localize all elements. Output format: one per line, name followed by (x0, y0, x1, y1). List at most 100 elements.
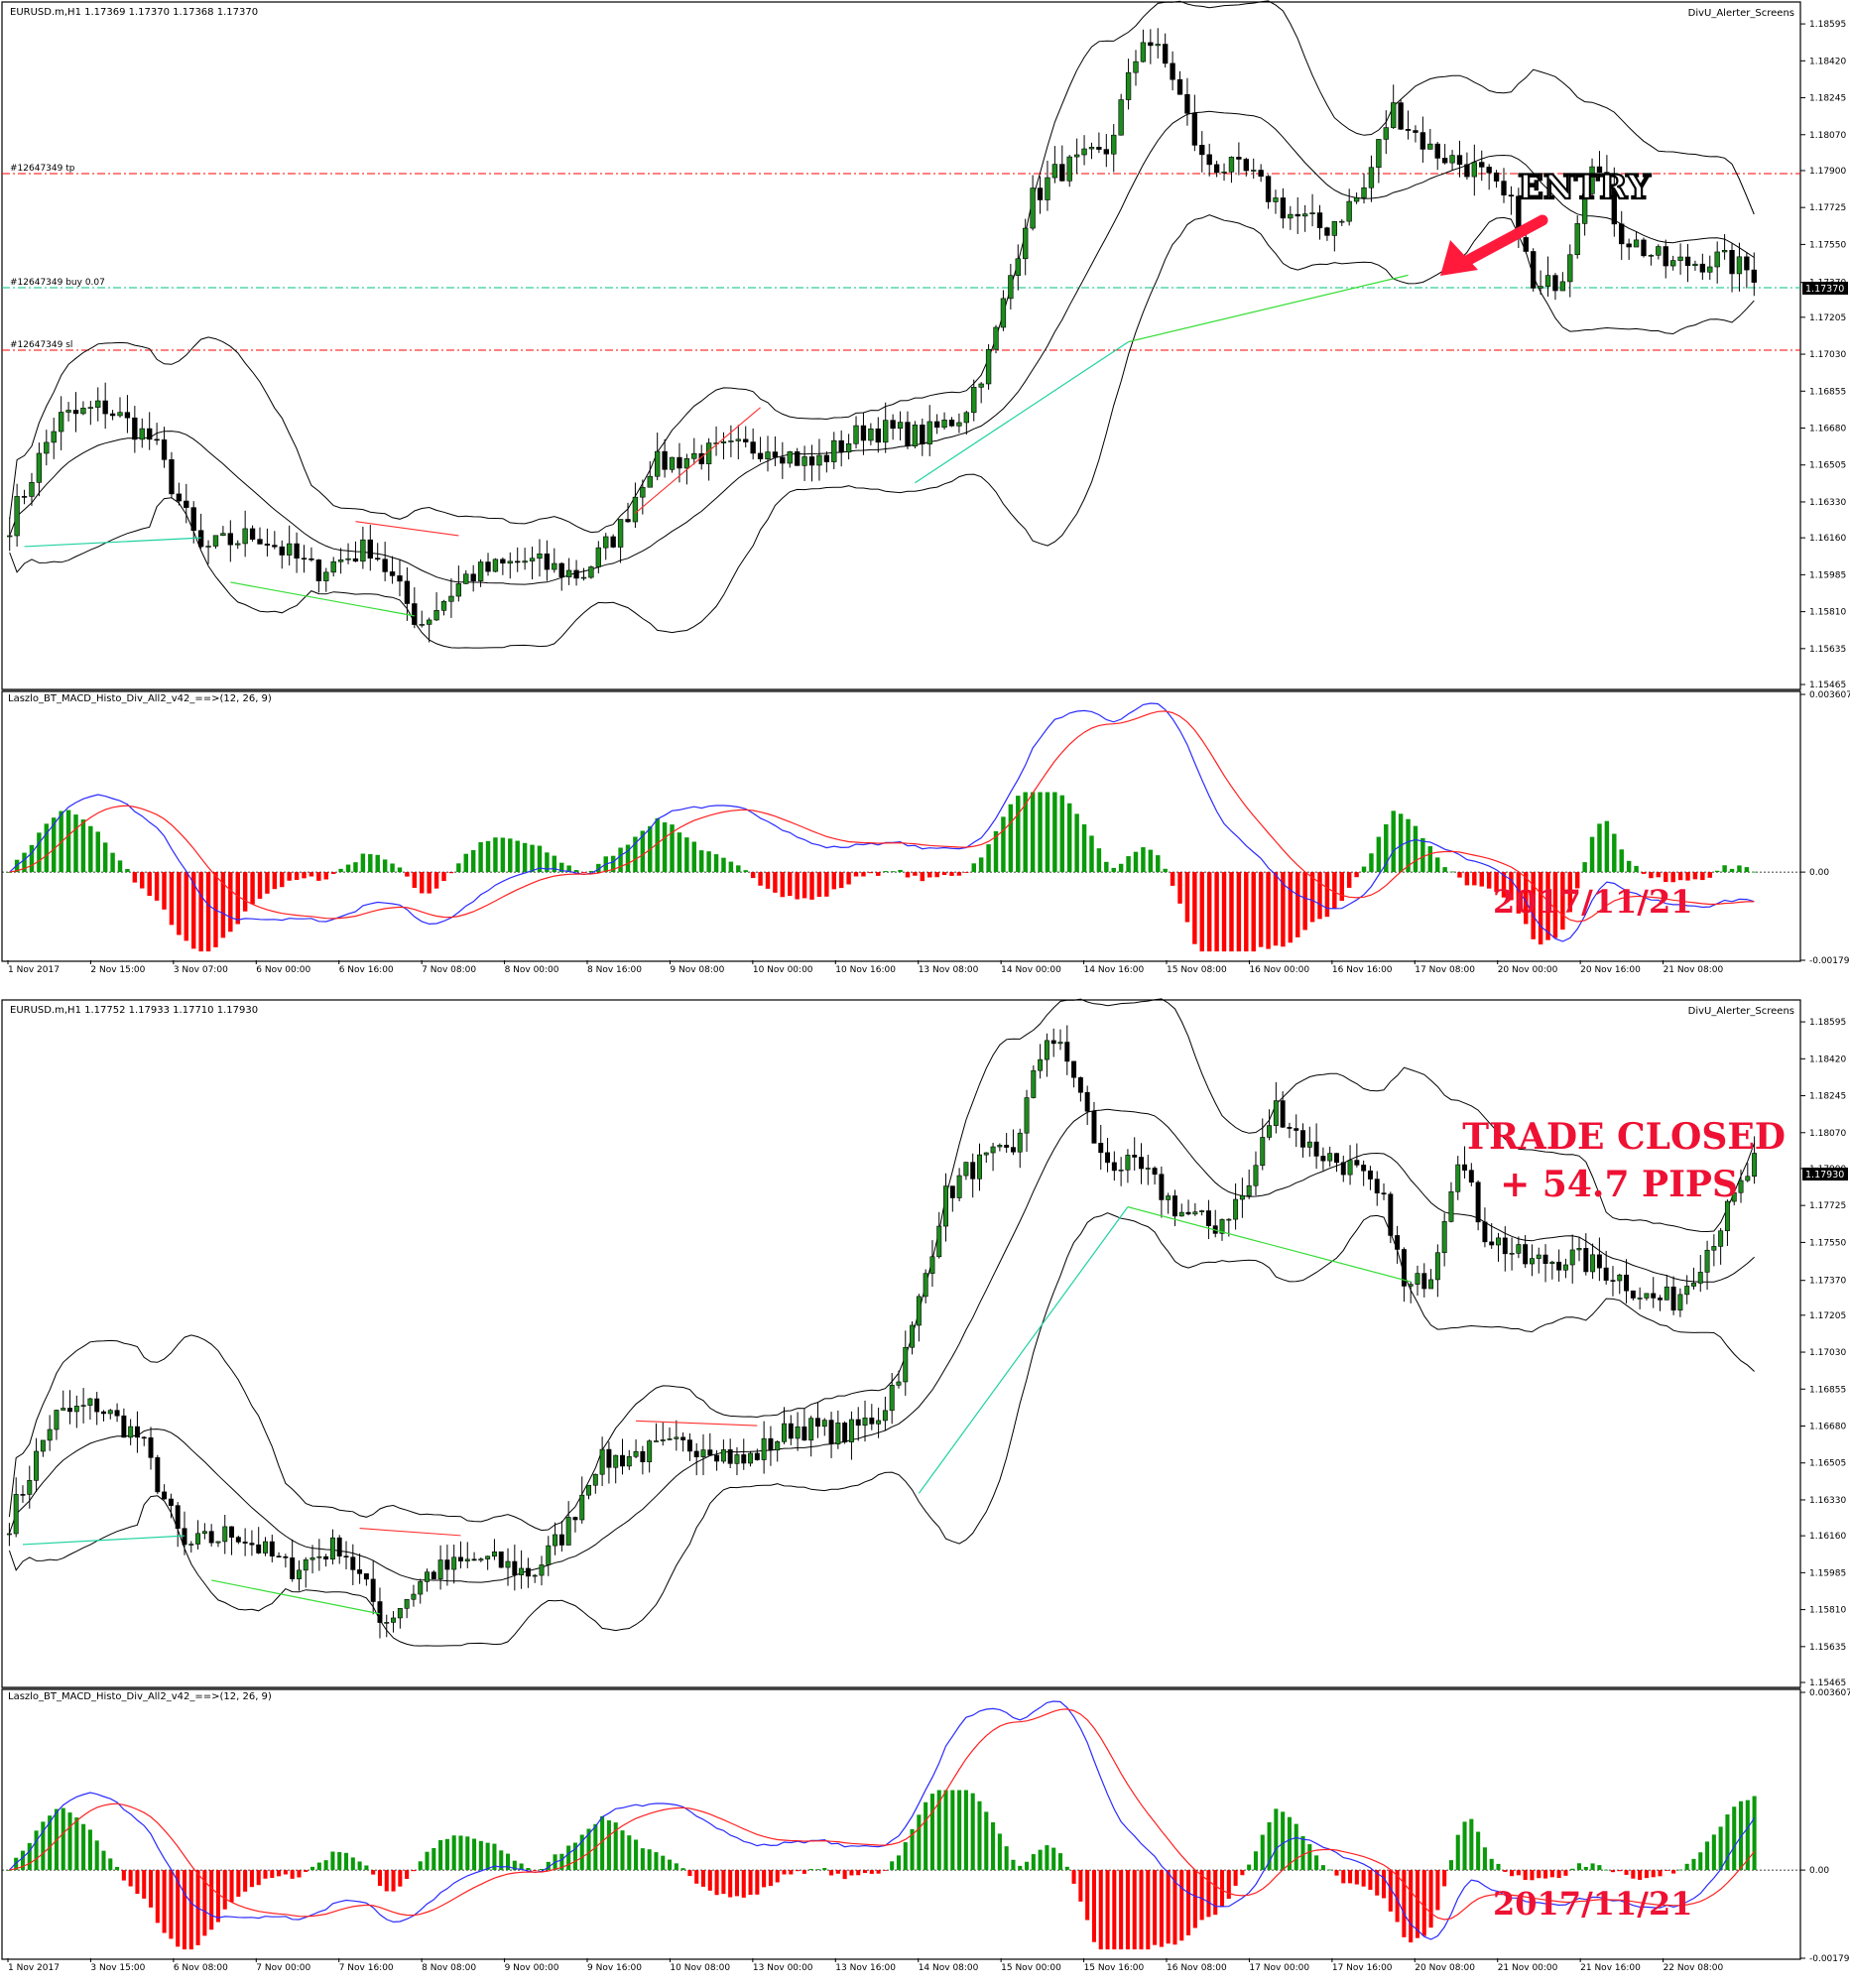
macd-histogram-bar (559, 1853, 564, 1871)
macd-histogram-bar (934, 872, 939, 878)
candle-body (1516, 1244, 1522, 1254)
indicator-title: Laszlo_BT_MACD_Histo_Div_All2_v42_==>(12… (8, 693, 272, 704)
candle-body (1300, 1130, 1305, 1148)
current-price-text: 1.17930 (1805, 1170, 1844, 1180)
macd-histogram-bar (357, 1861, 362, 1871)
price-tick-label: 1.18420 (1809, 1055, 1846, 1064)
macd-histogram-bar (736, 865, 741, 873)
macd-histogram-bar (1334, 1870, 1339, 1876)
candle-body (1663, 246, 1668, 267)
macd-histogram-bar (1567, 872, 1573, 913)
price-tick-label: 1.18070 (1809, 131, 1846, 141)
candle-body (735, 438, 741, 441)
candle-body (1098, 1143, 1104, 1154)
macd-histogram-bar (182, 1870, 187, 1950)
macd-histogram-bar (1698, 1852, 1703, 1871)
candle-body (1088, 147, 1095, 150)
macd-histogram-bar (243, 1870, 248, 1892)
candle-body (229, 1526, 235, 1538)
candle-body (529, 558, 536, 561)
macd-histogram-bar (795, 872, 800, 900)
candle-body (662, 450, 668, 470)
macd-histogram-bar (1125, 1870, 1130, 1950)
sl-label: #12647349 sl (10, 340, 72, 350)
macd-histogram-bar (1170, 872, 1175, 886)
macd-histogram-bar (1192, 1870, 1197, 1928)
candle-body (802, 1426, 807, 1441)
macd-histogram-bar (1375, 1870, 1380, 1896)
macd-histogram-bar (330, 872, 336, 874)
macd-histogram-bar (176, 1870, 181, 1947)
macd-histogram-bar (316, 1862, 321, 1871)
candle-body (1353, 196, 1360, 202)
candle-body (910, 1324, 916, 1348)
time-tick-label: 8 Nov 00:00 (505, 965, 559, 975)
macd-histogram-bar (1327, 1869, 1332, 1871)
candle-body (734, 1454, 740, 1464)
candle-body (1125, 71, 1132, 100)
candle-body (1340, 1162, 1346, 1176)
macd-histogram-bar (1251, 872, 1256, 952)
candle-body (862, 1418, 868, 1427)
candle-body (1456, 155, 1463, 166)
candle-body (1017, 1132, 1023, 1153)
macd-histogram-bar (448, 872, 454, 874)
candle-body (329, 1537, 335, 1560)
candle-body (1199, 145, 1205, 156)
macd-histogram-bar (750, 872, 756, 879)
candle-body (750, 441, 756, 454)
candle-body (1501, 181, 1507, 195)
macd-histogram-bar (1341, 1870, 1346, 1884)
time-tick-label: 14 Nov 00:00 (1001, 965, 1061, 975)
bear-divergence (635, 407, 761, 514)
candle-body (27, 1480, 33, 1495)
candle-body (768, 1437, 774, 1451)
candle-body (896, 1381, 902, 1386)
candle-body (350, 1556, 356, 1570)
macd-histogram-bar (519, 1863, 524, 1871)
macd-histogram-bar (883, 1870, 888, 1871)
candle-body (418, 1581, 424, 1595)
macd-histogram-bar (853, 872, 859, 877)
candle-body (1178, 1211, 1184, 1217)
macd-histogram-bar (418, 1861, 423, 1871)
macd-histogram-bar (802, 1870, 806, 1874)
time-tick-label: 16 Nov 00:00 (1249, 965, 1309, 975)
candle-body (1699, 263, 1706, 273)
candle-body (743, 438, 749, 442)
candle-body (1464, 164, 1470, 178)
macd-histogram-bar (1729, 868, 1735, 873)
candle-body (425, 1571, 430, 1582)
candle-body (1367, 1170, 1373, 1180)
price-tick-label: 1.15810 (1809, 608, 1846, 618)
macd-histogram-bar (829, 1870, 834, 1876)
candle-body (1199, 1210, 1205, 1212)
macd-histogram-bar (1267, 1821, 1272, 1871)
macd-histogram-bar (1597, 1865, 1602, 1871)
macd-histogram-bar (1583, 1866, 1588, 1871)
macd-histogram-bar (1085, 1870, 1090, 1921)
candle-body (458, 1556, 463, 1562)
candle-body (1267, 1125, 1273, 1138)
candle-body (1331, 221, 1338, 236)
candle-body (1729, 250, 1735, 275)
macd-histogram-bar (390, 863, 395, 873)
candle-body (227, 533, 233, 546)
candle-body (1288, 213, 1294, 219)
macd-histogram-bar (140, 872, 145, 889)
macd-histogram-bar (1320, 1865, 1325, 1871)
candle-body (1228, 157, 1235, 173)
macd-histogram-bar (142, 1870, 147, 1899)
macd-histogram-bar (773, 872, 778, 893)
candle-body (101, 1411, 106, 1415)
macd-histogram-bar (73, 814, 78, 873)
candle-body (1320, 1156, 1326, 1162)
macd-histogram-bar (1516, 1870, 1521, 1876)
pips-annotation: + 54.7 PIPS (1500, 1164, 1738, 1205)
macd-histogram-bar (20, 1850, 26, 1871)
time-tick-label: 13 Nov 16:00 (835, 1963, 896, 1973)
candle-body (617, 519, 624, 548)
macd-histogram-bar (117, 860, 123, 873)
candle-body (1569, 1249, 1575, 1266)
candle-body (674, 1436, 679, 1439)
